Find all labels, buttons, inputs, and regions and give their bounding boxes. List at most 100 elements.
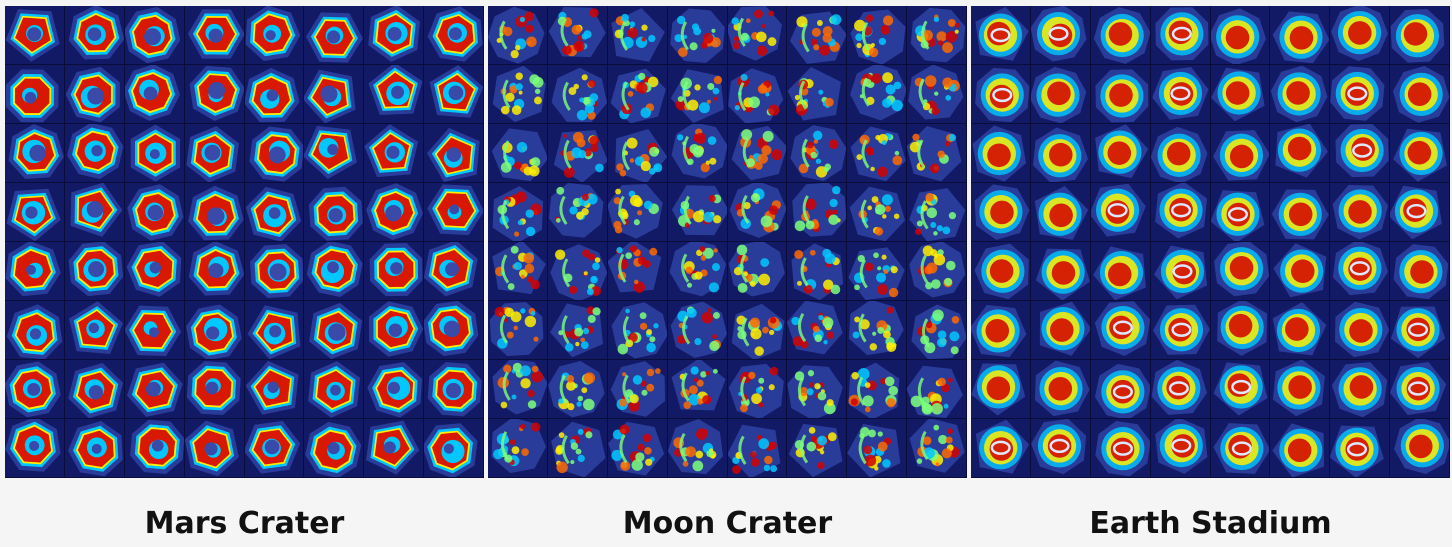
heatmap-thumbnail bbox=[304, 360, 365, 419]
heatmap-thumbnail bbox=[184, 360, 245, 419]
heatmap-thumbnail bbox=[907, 65, 967, 124]
heatmap-thumbnail bbox=[184, 301, 245, 360]
heatmap-thumbnail bbox=[971, 124, 1031, 183]
heatmap-thumbnail bbox=[5, 124, 65, 183]
heatmap-thumbnail bbox=[971, 301, 1031, 360]
heatmap-thumbnail bbox=[364, 301, 425, 360]
heatmap-thumbnail bbox=[607, 242, 668, 301]
heatmap-thumbnail bbox=[1330, 360, 1391, 419]
heatmap-thumbnail bbox=[488, 65, 548, 124]
heatmap-thumbnail bbox=[5, 242, 65, 301]
heatmap-thumbnail bbox=[1390, 124, 1450, 183]
heatmap-thumbnail bbox=[364, 65, 425, 124]
heatmap-thumbnail bbox=[488, 183, 548, 242]
heatmap-thumbnail bbox=[1330, 124, 1391, 183]
heatmap-thumbnail bbox=[727, 65, 788, 124]
heatmap-thumbnail bbox=[787, 183, 848, 242]
heatmap-thumbnail bbox=[1330, 242, 1391, 301]
heatmap-thumbnail bbox=[5, 65, 65, 124]
heatmap-thumbnail bbox=[1090, 124, 1151, 183]
heatmap-thumbnail bbox=[847, 183, 908, 242]
heatmap-thumbnail bbox=[667, 65, 728, 124]
heatmap-thumbnail bbox=[304, 124, 365, 183]
heatmap-thumbnail bbox=[1330, 65, 1391, 124]
heatmap-thumbnail bbox=[1270, 419, 1331, 478]
heatmap-thumbnail bbox=[1270, 301, 1331, 360]
heatmap-thumbnail bbox=[1150, 183, 1211, 242]
heatmap-thumbnail bbox=[607, 65, 668, 124]
heatmap-thumbnail bbox=[727, 242, 788, 301]
heatmap-thumbnail bbox=[1390, 419, 1450, 478]
heatmap-thumbnail bbox=[547, 360, 608, 419]
heatmap-thumbnail bbox=[304, 419, 365, 478]
heatmap-thumbnail bbox=[847, 360, 908, 419]
heatmap-thumbnail bbox=[847, 419, 908, 478]
heatmap-thumbnail bbox=[1390, 6, 1450, 65]
heatmap-thumbnail bbox=[424, 419, 484, 478]
heatmap-thumbnail bbox=[64, 6, 125, 65]
heatmap-thumbnail bbox=[1150, 65, 1211, 124]
heatmap-thumbnail bbox=[124, 65, 185, 124]
heatmap-thumbnail bbox=[1210, 301, 1271, 360]
heatmap-thumbnail bbox=[424, 124, 484, 183]
mars-crater-caption: Mars Crater bbox=[144, 506, 345, 541]
heatmap-thumbnail bbox=[667, 183, 728, 242]
moon-crater-caption: Moon Crater bbox=[622, 506, 833, 541]
heatmap-thumbnail bbox=[1390, 360, 1450, 419]
heatmap-thumbnail bbox=[184, 183, 245, 242]
heatmap-thumbnail bbox=[1210, 183, 1271, 242]
heatmap-thumbnail bbox=[1270, 183, 1331, 242]
heatmap-thumbnail bbox=[64, 65, 125, 124]
heatmap-thumbnail bbox=[787, 360, 848, 419]
heatmap-thumbnail bbox=[607, 301, 668, 360]
heatmap-thumbnail bbox=[607, 124, 668, 183]
heatmap-thumbnail bbox=[1270, 242, 1331, 301]
heatmap-thumbnail bbox=[547, 419, 608, 478]
heatmap-thumbnail bbox=[64, 419, 125, 478]
heatmap-thumbnail bbox=[1090, 301, 1151, 360]
heatmap-thumbnail bbox=[244, 6, 305, 65]
mars-crater-panel bbox=[5, 6, 484, 478]
heatmap-thumbnail bbox=[1390, 242, 1450, 301]
heatmap-thumbnail bbox=[1330, 301, 1391, 360]
heatmap-thumbnail bbox=[907, 124, 967, 183]
heatmap-thumbnail bbox=[184, 6, 245, 65]
heatmap-thumbnail bbox=[1030, 360, 1091, 419]
heatmap-thumbnail bbox=[547, 242, 608, 301]
heatmap-thumbnail bbox=[184, 124, 245, 183]
heatmap-thumbnail bbox=[667, 124, 728, 183]
heatmap-thumbnail bbox=[5, 419, 65, 478]
heatmap-thumbnail bbox=[787, 419, 848, 478]
heatmap-thumbnail bbox=[1150, 419, 1211, 478]
heatmap-thumbnail bbox=[787, 242, 848, 301]
heatmap-thumbnail bbox=[244, 183, 305, 242]
heatmap-thumbnail bbox=[1090, 65, 1151, 124]
heatmap-thumbnail bbox=[727, 124, 788, 183]
heatmap-thumbnail bbox=[304, 301, 365, 360]
heatmap-thumbnail bbox=[1270, 124, 1331, 183]
heatmap-thumbnail bbox=[1030, 183, 1091, 242]
heatmap-thumbnail bbox=[787, 301, 848, 360]
heatmap-thumbnail bbox=[1390, 65, 1450, 124]
heatmap-thumbnail bbox=[124, 124, 185, 183]
heatmap-thumbnail bbox=[787, 124, 848, 183]
heatmap-thumbnail bbox=[184, 65, 245, 124]
heatmap-thumbnail bbox=[607, 419, 668, 478]
heatmap-thumbnail bbox=[364, 124, 425, 183]
heatmap-thumbnail bbox=[1330, 6, 1391, 65]
heatmap-thumbnail bbox=[727, 301, 788, 360]
heatmap-thumbnail bbox=[1390, 183, 1450, 242]
heatmap-thumbnail bbox=[1270, 360, 1331, 419]
heatmap-thumbnail bbox=[1210, 419, 1271, 478]
heatmap-thumbnail bbox=[244, 360, 305, 419]
heatmap-thumbnail bbox=[907, 6, 967, 65]
heatmap-thumbnail bbox=[907, 419, 967, 478]
heatmap-thumbnail bbox=[971, 183, 1031, 242]
heatmap-thumbnail bbox=[787, 65, 848, 124]
heatmap-thumbnail bbox=[244, 419, 305, 478]
heatmap-thumbnail bbox=[1210, 124, 1271, 183]
heatmap-thumbnail bbox=[1210, 242, 1271, 301]
heatmap-thumbnail bbox=[364, 419, 425, 478]
heatmap-thumbnail bbox=[364, 183, 425, 242]
heatmap-thumbnail bbox=[488, 419, 548, 478]
